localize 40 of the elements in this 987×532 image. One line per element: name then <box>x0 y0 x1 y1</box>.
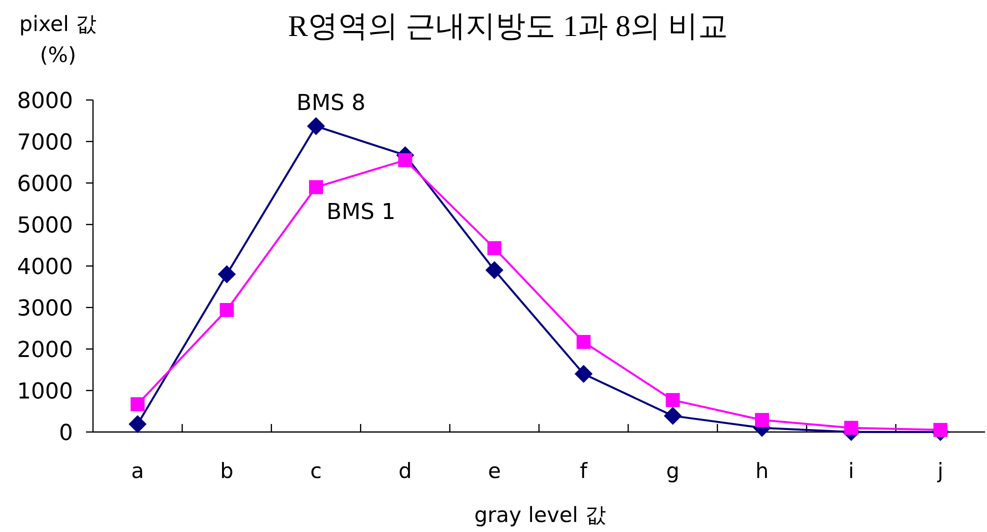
x-tick-label: i <box>848 459 854 483</box>
point <box>574 364 593 383</box>
x-tick-label: c <box>310 459 322 483</box>
point <box>666 393 680 408</box>
x-tick-label: e <box>488 459 501 483</box>
point <box>933 422 948 437</box>
point <box>130 397 145 412</box>
y-tick-label: 6000 <box>17 172 73 197</box>
point <box>576 334 591 349</box>
point <box>664 406 682 425</box>
point <box>218 265 236 284</box>
x-tick-label: d <box>398 459 412 483</box>
x-tick-label: j <box>936 459 944 483</box>
y-tick-label: 7000 <box>17 130 73 156</box>
y-axis-title: pixel 값 (%) <box>19 12 97 67</box>
point <box>398 153 412 168</box>
point <box>307 117 325 136</box>
x-tick-label: h <box>755 459 769 483</box>
point <box>309 180 323 194</box>
series-label: BMS 1 <box>326 200 396 226</box>
chart-title: R영역의 근내지방도 1과 8의 비교 <box>288 10 728 43</box>
x-axis-title: gray level 값 <box>474 503 606 527</box>
y-tick-label: 3000 <box>17 296 73 322</box>
x-tick-label: f <box>580 459 588 483</box>
y-tick-label: 2000 <box>17 338 73 363</box>
x-tick-label: a <box>131 459 144 483</box>
point <box>487 241 502 256</box>
series-label: BMS 8 <box>296 91 366 116</box>
x-tick-label: b <box>220 459 234 483</box>
point <box>128 415 147 434</box>
x-tick-label: g <box>666 459 680 483</box>
y-tick-label: 0 <box>59 421 73 446</box>
y-tick-label: 4000 <box>17 255 73 280</box>
y-tick-label: 1000 <box>17 380 73 404</box>
y-tick-label: 5000 <box>17 214 73 238</box>
y-tick-label: 8000 <box>17 89 73 114</box>
point <box>755 412 769 427</box>
point <box>220 302 234 317</box>
point <box>844 420 858 435</box>
point <box>485 261 504 280</box>
